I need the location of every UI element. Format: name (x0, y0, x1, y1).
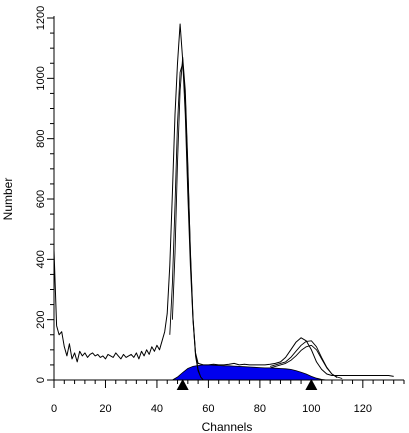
y-tick-label: 0 (35, 377, 47, 383)
s-phase-area (170, 364, 327, 381)
axes: 0 20 40 60 80 100 120 0 200 400 600 800 1000 1200 Ch… (1, 6, 405, 433)
x-axis-title: Channels (202, 420, 253, 433)
fit-curve (169, 62, 204, 381)
y-tick-label: 200 (35, 310, 47, 328)
y-tick-label: 1000 (35, 66, 47, 90)
y-axis-ticks: 0 200 400 600 800 1000 1200 (35, 6, 54, 383)
histogram-line (53, 23, 394, 377)
gate-markers (176, 379, 318, 390)
s-phase-area-layer (170, 364, 327, 381)
x-axis-ticks: 0 20 40 60 80 100 120 (51, 380, 405, 415)
y-tick-label: 1200 (35, 6, 47, 30)
y-tick-label: 600 (35, 190, 47, 208)
y-tick-label: 800 (35, 129, 47, 147)
histogram-line-layer (53, 23, 394, 377)
x-tick-label: 120 (354, 403, 372, 415)
fit-curve (270, 340, 338, 378)
triangle-up-icon (305, 379, 318, 390)
triangle-up-icon (176, 379, 189, 390)
x-tick-label: 80 (254, 403, 266, 415)
x-tick-label: 20 (99, 403, 111, 415)
x-tick-label: 0 (51, 403, 57, 415)
x-tick-label: 40 (151, 403, 163, 415)
fit-curves-layer (169, 56, 343, 381)
fit-curve (171, 56, 204, 381)
y-tick-label: 400 (35, 250, 47, 268)
y-axis-title: Number (1, 178, 15, 221)
x-tick-label: 100 (302, 403, 320, 415)
x-tick-label: 60 (202, 403, 214, 415)
